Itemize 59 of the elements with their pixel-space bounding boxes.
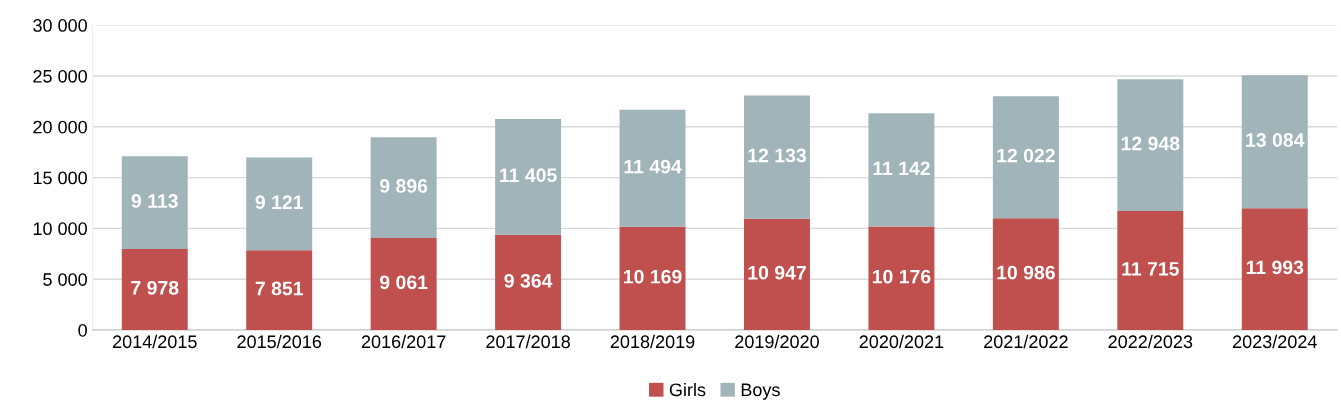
data-label: 11 993 (1246, 260, 1304, 275)
x-tick-label: 2017/2018 (486, 334, 570, 349)
data-label: 11 405 (500, 168, 557, 183)
bar (868, 226, 935, 331)
bar (744, 218, 810, 331)
bar (992, 218, 1059, 331)
data-label: 10 947 (748, 265, 806, 280)
data-label: 12 948 (1121, 136, 1180, 151)
data-label: 11 142 (873, 161, 930, 176)
data-label: 9 896 (379, 179, 428, 193)
x-tick-label: 2015/2016 (237, 334, 322, 349)
data-label: 9 113 (131, 194, 178, 208)
y-tick-label: 15 000 (33, 171, 87, 185)
data-label: 10 986 (997, 265, 1055, 280)
y-tick-label: 10 000 (33, 222, 87, 236)
x-tick-label: 2018/2019 (610, 334, 695, 349)
data-label: 7 851 (255, 281, 303, 296)
x-tick-label: 2020/2021 (859, 334, 944, 349)
data-label: 12 133 (748, 148, 807, 163)
x-tick-label: 2021/2022 (984, 334, 1068, 349)
data-label: 11 715 (1122, 262, 1179, 276)
data-label: 12 022 (997, 148, 1055, 163)
legend-label: Girls (669, 382, 706, 397)
bar (370, 137, 437, 238)
bar (1117, 210, 1184, 331)
bar (619, 109, 686, 227)
data-label: 9 061 (379, 275, 428, 290)
bar (495, 118, 562, 235)
data-label: 9 364 (504, 273, 553, 288)
bar (121, 156, 188, 249)
bar (495, 234, 562, 331)
y-tick-label: 0 (78, 323, 87, 337)
data-label: 10 176 (872, 269, 931, 284)
data-label: 10 169 (624, 269, 682, 284)
x-tick-label: 2019/2020 (735, 334, 819, 349)
x-tick-label: 2014/2015 (112, 334, 197, 349)
bar (246, 250, 313, 331)
data-label: 11 494 (624, 159, 682, 174)
bar (1117, 79, 1184, 211)
bar (1241, 75, 1308, 209)
y-tick-label: 20 000 (33, 120, 87, 134)
data-label: 7 978 (131, 280, 179, 295)
bar (744, 95, 810, 219)
bar (246, 157, 313, 251)
bar (121, 248, 188, 331)
bar (619, 226, 686, 331)
x-tick-label: 2016/2017 (361, 334, 446, 349)
y-tick-label: 5 000 (43, 273, 87, 286)
x-tick-label: 2023/2024 (1232, 334, 1317, 349)
bar (1241, 208, 1308, 331)
y-tick-label: 30 000 (33, 19, 87, 32)
x-tick-label: 2022/2023 (1108, 334, 1193, 349)
bar (868, 113, 935, 227)
data-label: 13 084 (1246, 133, 1305, 147)
legend-label: Boys (741, 383, 780, 400)
bar (992, 96, 1059, 219)
y-tick-label: 25 000 (33, 69, 87, 83)
data-label: 9 121 (255, 195, 303, 210)
bar (370, 237, 437, 331)
